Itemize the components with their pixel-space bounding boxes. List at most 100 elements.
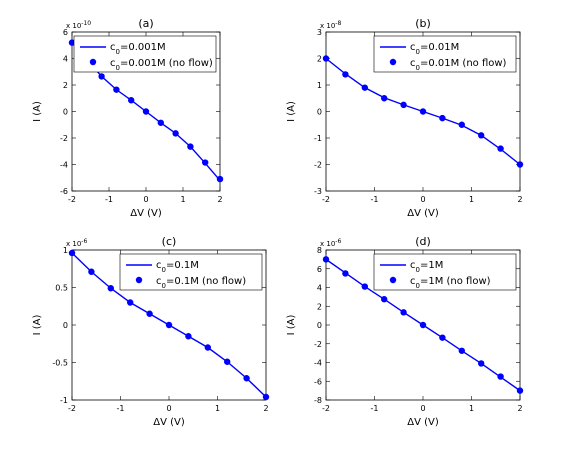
- data-point: [113, 86, 120, 93]
- y-tick-label: 3: [317, 28, 322, 37]
- data-point: [98, 73, 105, 80]
- x-tick-label: 1: [469, 195, 474, 204]
- y-tick-label: 0.5: [55, 284, 68, 293]
- chart-title: (c): [162, 235, 177, 248]
- y-tick-label: -4: [314, 359, 322, 368]
- x-tick-label: -1: [371, 195, 379, 204]
- data-point: [516, 387, 524, 394]
- data-point: [381, 296, 388, 303]
- y-tick-label: 4: [317, 284, 322, 293]
- data-point: [342, 71, 349, 78]
- x-tick-label: -2: [68, 404, 76, 413]
- data-point: [157, 119, 164, 126]
- y-tick-label: 6: [317, 265, 322, 274]
- legend-label: c0=0.01M (no flow): [410, 58, 507, 72]
- data-point: [243, 375, 250, 382]
- x-tick-label: 1: [469, 404, 474, 413]
- data-point: [361, 84, 368, 91]
- chart-panel-d: -2 -1 0 1 2 -8 -6 -4 -2 0 2 4 6 8x 10-6 (d) ΔV (V) I (A)…: [286, 235, 524, 428]
- y-tick-label: 1: [317, 81, 322, 90]
- y-tick-label: 6: [63, 28, 68, 37]
- x-tick-label: 1: [180, 195, 185, 204]
- x-tick-label: 2: [217, 195, 222, 204]
- legend-label: c0=1M (no flow): [410, 276, 491, 290]
- data-point: [478, 132, 485, 139]
- y-tick-label: 4: [63, 55, 68, 64]
- x-tick-label: -1: [105, 195, 113, 204]
- data-point: [127, 299, 134, 306]
- y-multiplier-label: x 10-8: [320, 20, 341, 31]
- legend-marker-swatch: [89, 58, 97, 66]
- legend-marker-swatch: [389, 276, 397, 284]
- legend: c0=0.001M c0=0.001M (no flow): [73, 35, 217, 73]
- data-point: [146, 310, 153, 317]
- legend-marker-swatch: [389, 58, 397, 66]
- x-tick-label: 1: [215, 404, 220, 413]
- y-tick-label: -6: [314, 377, 322, 386]
- y-tick-label: 0: [63, 108, 68, 117]
- y-multiplier-label: x 10-6: [320, 238, 341, 249]
- x-tick-label: 0: [143, 195, 148, 204]
- legend: c0=1M c0=1M (no flow): [373, 253, 517, 291]
- x-tick-label: -1: [117, 404, 125, 413]
- x-axis-label: ΔV (V): [130, 208, 162, 219]
- x-tick-label: -2: [322, 195, 330, 204]
- data-point: [224, 358, 231, 365]
- data-point: [497, 373, 504, 380]
- x-tick-label: -2: [322, 404, 330, 413]
- legend-box: [73, 35, 217, 73]
- legend: c0=0.1M c0=0.1M (no flow): [119, 253, 263, 291]
- data-point: [458, 121, 465, 128]
- y-tick-label: 0: [63, 321, 68, 330]
- legend-label: c0=0.1M: [156, 260, 199, 274]
- chart-panel-c: -2 -1 0 1 2-1-0.500.51x 10-6 (c)ΔV (V)I (A)c0…: [32, 235, 270, 428]
- y-tick-label: -3: [314, 187, 322, 196]
- x-tick-label: -2: [68, 195, 76, 204]
- x-axis-label: ΔV (V): [407, 208, 439, 219]
- x-axis-label: ΔV (V): [407, 417, 439, 428]
- x-tick-label: -1: [371, 404, 379, 413]
- chart-title: (a): [138, 17, 153, 30]
- y-tick-label: -8: [314, 396, 322, 405]
- legend-label: c0=0.1M (no flow): [156, 276, 246, 290]
- y-axis-label: I (A): [32, 315, 43, 336]
- y-axis-label: I (A): [32, 101, 43, 122]
- data-point: [107, 285, 115, 292]
- x-tick-label: 2: [263, 404, 268, 413]
- y-tick-label: -4: [60, 161, 68, 170]
- y-tick-label: -2: [60, 134, 68, 143]
- y-tick-label: -2: [314, 340, 322, 349]
- y-tick-label: 0: [317, 321, 322, 330]
- y-multiplier-label: x 10-10: [66, 20, 91, 31]
- x-tick-label: 2: [517, 404, 522, 413]
- y-axis-label: I (A): [286, 315, 297, 336]
- data-point: [381, 95, 388, 102]
- data-point: [516, 161, 524, 168]
- data-point: [187, 143, 194, 150]
- data-point: [400, 309, 407, 316]
- data-point: [142, 108, 150, 115]
- data-point: [262, 393, 270, 401]
- data-point: [88, 268, 95, 275]
- data-point: [68, 39, 76, 46]
- data-point: [439, 114, 446, 122]
- y-tick-label: 2: [317, 302, 322, 311]
- data-point: [497, 145, 504, 152]
- data-point: [419, 321, 427, 329]
- x-tick-label: 0: [420, 195, 425, 204]
- x-tick-label: 0: [420, 404, 425, 413]
- y-tick-label: 8: [317, 246, 322, 255]
- legend-label: c0=0.001M: [110, 42, 166, 56]
- data-point: [322, 256, 330, 263]
- data-point: [400, 101, 407, 109]
- data-point: [204, 344, 211, 351]
- chart-title: (b): [415, 17, 431, 30]
- y-tick-label: 0: [317, 108, 322, 117]
- data-point: [165, 321, 173, 329]
- data-point: [216, 175, 224, 183]
- y-tick-label: -1: [314, 134, 322, 143]
- y-tick-label: -2: [314, 161, 322, 170]
- data-point: [458, 347, 465, 354]
